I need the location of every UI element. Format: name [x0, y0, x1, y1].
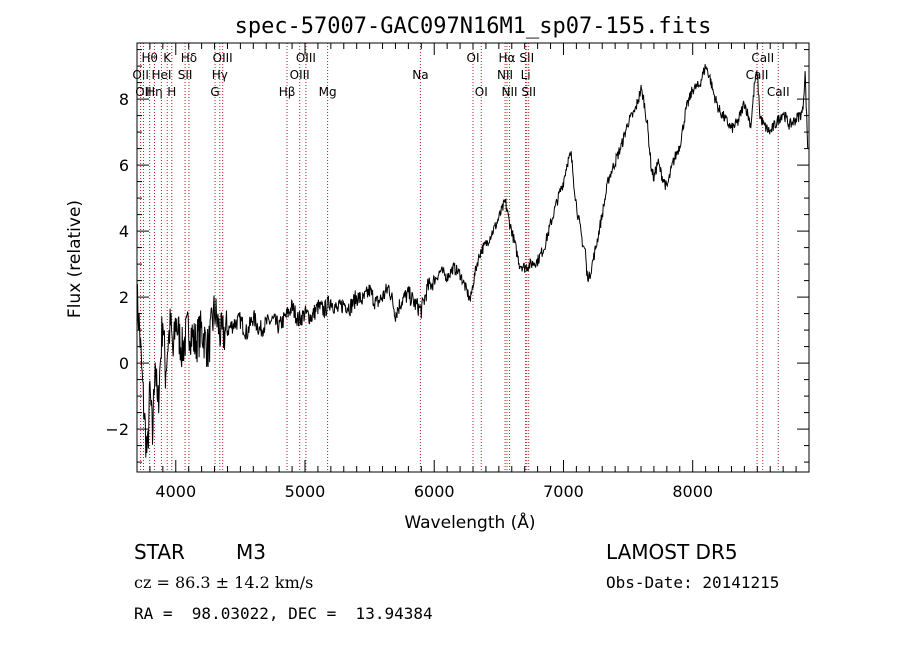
redshift-velocity: cz = 86.3 ± 14.2 km/s: [134, 573, 314, 592]
marker-label: OII: [135, 85, 152, 99]
marker-label: Hθ: [141, 51, 157, 65]
x-tick-label: 4000: [155, 482, 196, 501]
spectrum-line: [136, 64, 809, 458]
y-tick-label: 8: [119, 90, 129, 109]
marker-label: OIII: [213, 51, 233, 65]
marker-label: OI: [467, 51, 480, 65]
x-axis-label: Wavelength (Å): [404, 511, 535, 533]
x-axis: 4000 5000 6000 7000 8000: [149, 43, 797, 501]
marker-label: NII: [502, 85, 518, 99]
plot-frame: [136, 42, 810, 473]
marker-label: Hη: [146, 85, 163, 99]
marker-label: K: [163, 51, 172, 65]
marker-label: Mg: [319, 85, 337, 99]
marker-label: SII: [178, 68, 193, 82]
marker-label: NII: [497, 68, 513, 82]
marker-label: SII: [519, 51, 534, 65]
spectral-line-markers: OIIOIIHθHηHeIKHSIIHδGHγOIIIHβOIIIOIIIMgN…: [132, 43, 790, 472]
x-tick-label: 6000: [414, 482, 455, 501]
y-tick-label: 2: [119, 288, 129, 307]
y-axis: −2 0 2 4 6 8: [105, 49, 809, 463]
marker-label: OII: [132, 68, 149, 82]
y-tick-label: −2: [105, 420, 129, 439]
marker-label: SII: [521, 85, 536, 99]
marker-label: H: [167, 85, 176, 99]
spectrum-series: [136, 64, 809, 458]
y-tick-label: 0: [119, 354, 129, 373]
x-tick-label: 8000: [672, 482, 713, 501]
marker-label: CaII: [767, 85, 790, 99]
y-tick-label: 4: [119, 222, 129, 241]
marker-label: CaII: [751, 51, 774, 65]
marker-label: Li: [521, 68, 531, 82]
object-class: STAR: [134, 540, 185, 564]
x-tick-label: 5000: [285, 482, 326, 501]
y-axis-label: Flux (relative): [65, 200, 85, 318]
marker-label: Na: [412, 68, 428, 82]
chart-title: spec-57007-GAC097N16M1_sp07-155.fits: [235, 14, 712, 39]
marker-label: Hα: [499, 51, 516, 65]
y-tick-label: 6: [119, 156, 129, 175]
marker-label: G: [210, 85, 219, 99]
object-subclass: M3: [236, 540, 266, 564]
marker-label: Hγ: [212, 68, 228, 82]
marker-label: OIII: [296, 51, 316, 65]
marker-label: HeI: [151, 68, 171, 82]
marker-label: OIII: [290, 68, 310, 82]
marker-label: OI: [475, 85, 488, 99]
observation-date: Obs-Date: 20141215: [606, 573, 780, 592]
marker-label: Hδ: [181, 51, 197, 65]
marker-label: Hβ: [279, 85, 296, 99]
x-tick-label: 7000: [543, 482, 584, 501]
survey-name: LAMOST DR5: [606, 540, 738, 564]
coordinates: RA = 98.03022, DEC = 13.94384: [134, 604, 433, 623]
